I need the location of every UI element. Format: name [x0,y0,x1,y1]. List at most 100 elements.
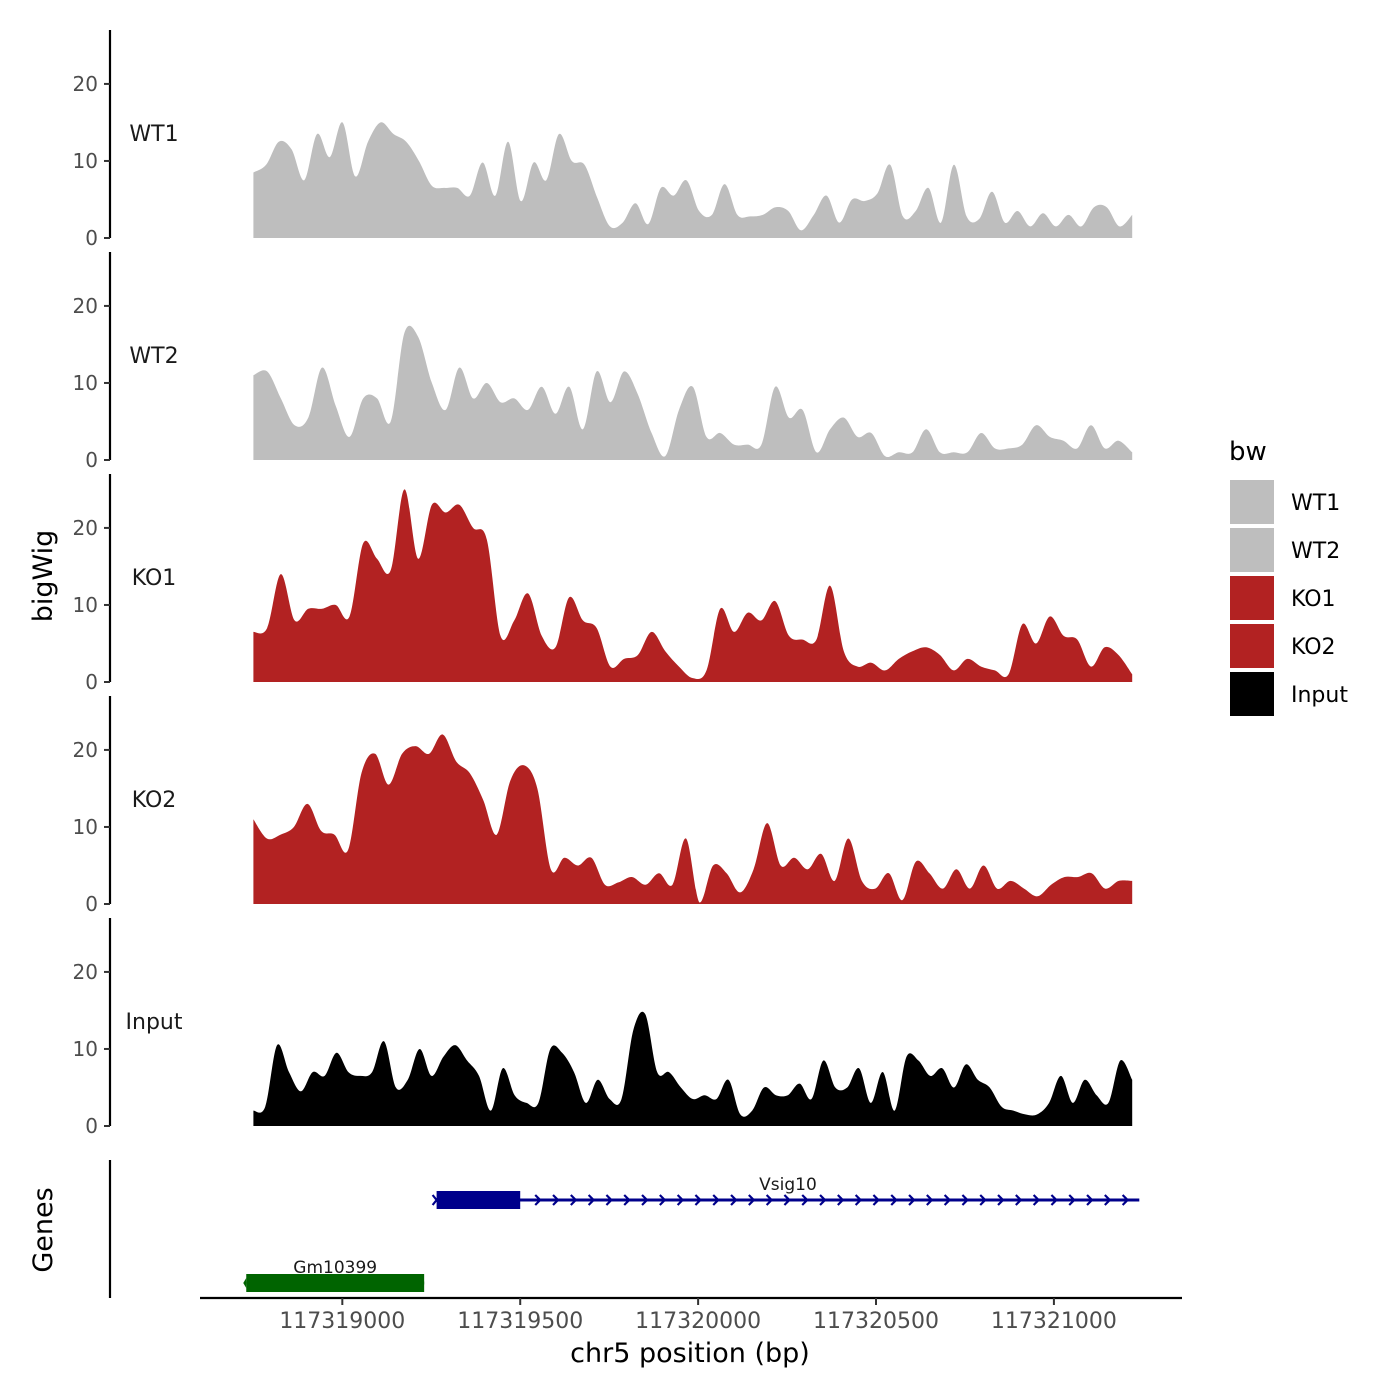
x-tick-label: 117319500 [457,1309,583,1334]
genes-axis-title: Genes [28,1187,59,1272]
strand-arrow [1015,1194,1023,1206]
gene-exon-block [246,1274,425,1292]
legend-entry-input: Input [1230,672,1348,716]
coverage-area-ko2 [253,734,1133,904]
track-wt1: 0 10 20 WT1 [73,30,1133,250]
strand-arrow [783,1194,791,1206]
y-tick-label: 10 [73,593,98,617]
strand-arrow [694,1194,702,1206]
legend-entry-ko2: KO2 [1230,624,1336,668]
y-tick-label: 0 [85,1114,98,1138]
gene-end-cap [243,1278,247,1288]
track-label: Input [126,1010,183,1035]
y-tick-label: 20 [73,72,98,96]
legend-label: WT1 [1291,491,1340,516]
y-tick-label: 0 [85,670,98,694]
x-tick-label: 117321000 [991,1309,1117,1334]
strand-arrow [1050,1194,1058,1206]
strand-arrow [641,1194,649,1206]
gene-label: Gm10399 [293,1258,377,1278]
track-wt2: 0 10 20 WT2 [73,252,1133,472]
strand-arrow [676,1194,685,1206]
genes-panel: Vsig10 Gm10399 [108,1160,1140,1298]
strand-arrow [890,1194,898,1206]
strand-arrow [623,1194,631,1206]
strand-arrow [819,1194,827,1206]
x-tick-label: 117320500 [813,1309,939,1334]
legend: bw WT1 WT2 KO1 KO2 Input [1229,437,1348,716]
legend-swatch [1230,480,1274,524]
x-tick-label: 117319000 [279,1309,405,1334]
y-tick-label: 10 [73,149,98,173]
x-axis: 117319000 117319500 117320000 117320500 1173… [200,1296,1182,1334]
track-label: WT1 [129,122,178,147]
strand-arrow [854,1194,863,1206]
strand-arrow [979,1194,987,1206]
y-tick-label: 0 [85,226,98,250]
coverage-area-ko1 [253,489,1133,682]
y-tick-label: 0 [85,448,98,472]
strand-arrow [1086,1194,1094,1206]
strand-arrow [908,1194,916,1206]
strand-arrow [1104,1194,1112,1206]
strand-arrow [534,1194,542,1206]
y-axis-title: bigWig [28,530,59,623]
y-tick-label: 20 [73,960,98,984]
strand-arrow [605,1194,613,1206]
strand-arrow [552,1194,560,1206]
x-tick-label: 117320000 [635,1309,761,1334]
strand-arrow [943,1194,952,1206]
strand-arrow [765,1194,774,1206]
track-input: 0 10 20 Input [73,918,1133,1138]
legend-entry-ko1: KO1 [1230,576,1336,620]
track-ko1: 0 10 20 KO1 [73,474,1133,694]
legend-title: bw [1229,437,1267,467]
gene-exon-block [436,1191,521,1209]
legend-swatch [1230,528,1274,572]
coverage-area-wt2 [253,325,1133,460]
x-axis-title: chr5 position (bp) [570,1338,810,1369]
track-ko2: 0 10 20 KO2 [73,696,1133,916]
gene-label: Vsig10 [759,1175,817,1195]
strand-arrow [1068,1194,1076,1206]
strand-arrow [712,1194,720,1206]
y-tick-label: 20 [73,738,98,762]
gene-gm10399: Gm10399 [243,1258,425,1292]
track-label: KO1 [132,566,177,591]
legend-swatch [1230,576,1274,620]
legend-entry-wt1: WT1 [1230,480,1340,524]
legend-swatch [1230,672,1274,716]
strand-arrow [997,1194,1005,1206]
y-tick-label: 20 [73,294,98,318]
coverage-area-wt1 [253,122,1133,238]
strand-arrow [801,1194,809,1206]
strand-arrow [659,1194,667,1206]
y-tick-label: 10 [73,1037,98,1061]
track-label: KO2 [132,788,177,813]
legend-label: KO2 [1291,635,1336,660]
strand-arrow [926,1194,934,1206]
y-tick-label: 10 [73,815,98,839]
legend-label: KO1 [1291,587,1336,612]
y-tick-label: 20 [73,516,98,540]
strand-arrow [961,1194,969,1206]
gene-vsig10: Vsig10 [431,1175,1140,1209]
strand-arrow [872,1194,880,1206]
y-tick-label: 10 [73,371,98,395]
legend-entry-wt2: WT2 [1230,528,1340,572]
strand-arrow [837,1194,845,1206]
track-label: WT2 [129,344,178,369]
strand-arrow [1032,1194,1041,1206]
y-tick-label: 0 [85,892,98,916]
legend-label: WT2 [1291,539,1340,564]
legend-label: Input [1291,683,1348,708]
coverage-area-input [253,1011,1133,1126]
strand-arrow [1121,1194,1130,1206]
strand-arrow [730,1194,738,1206]
strand-arrow [748,1194,756,1206]
strand-arrow [570,1194,578,1206]
strand-arrow [587,1194,596,1206]
coverage-tracks: 0 10 20 WT1 0 10 20 WT2 0 10 20 KO1 0 10 20 KO2 0 10 20 Inp… [73,30,1133,1138]
legend-swatch [1230,624,1274,668]
